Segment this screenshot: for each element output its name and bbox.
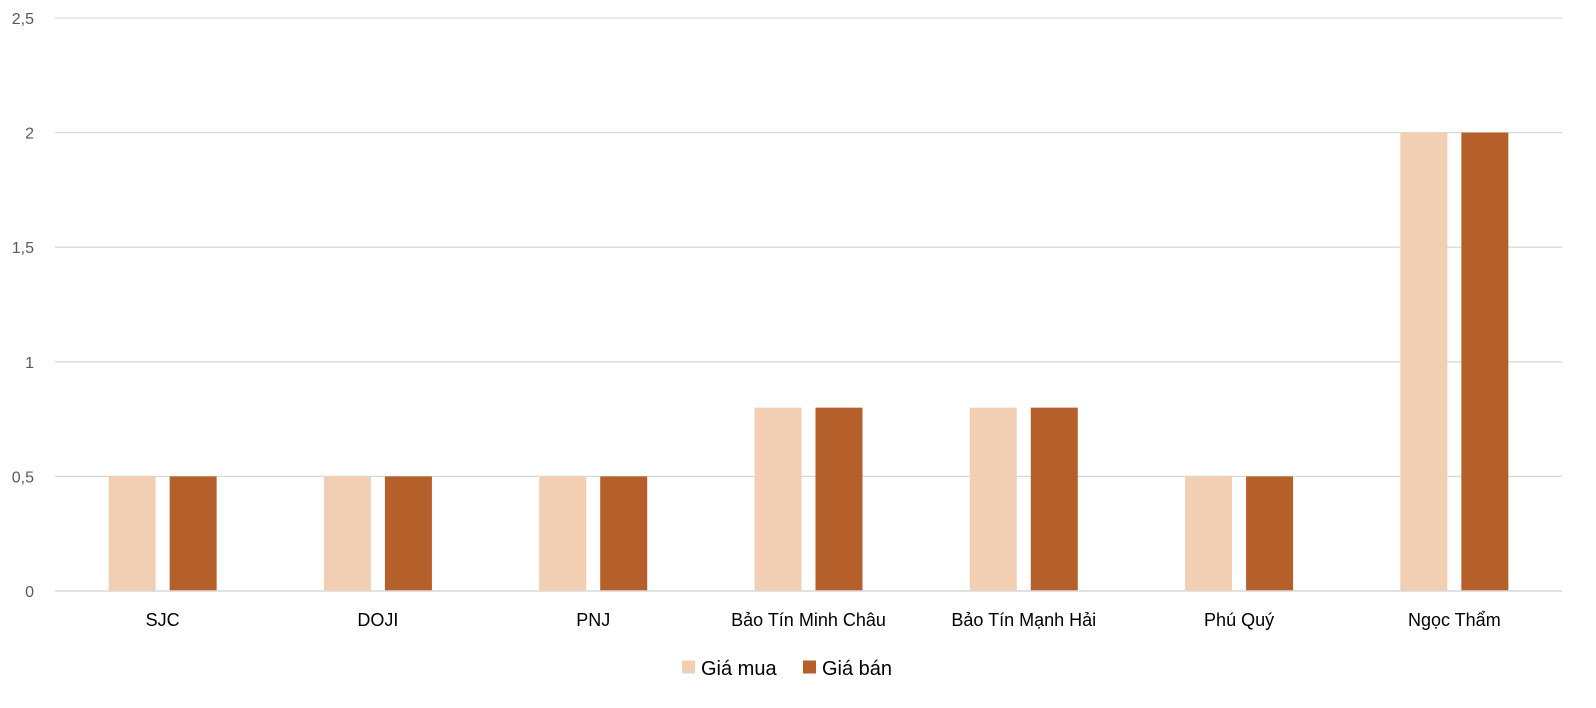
legend-swatch (803, 660, 816, 674)
bar-gia-mua (323, 476, 371, 591)
bar-gia-mua (754, 407, 802, 591)
x-category-label: DOJI (357, 610, 398, 630)
legend: Giá mua Giá bán (682, 658, 892, 680)
bar-gia-ban (384, 476, 432, 591)
y-tick-label: 1,5 (12, 240, 34, 257)
bar-gia-ban (600, 476, 648, 591)
bar-gia-ban (1030, 407, 1078, 591)
x-category-label: SJC (146, 610, 180, 630)
bar-gia-mua (969, 407, 1017, 591)
legend-swatch (682, 660, 695, 674)
bars (108, 132, 1509, 591)
bar-gia-mua (108, 476, 156, 591)
gridlines (55, 17, 1562, 478)
x-category-label: PNJ (576, 610, 610, 630)
x-category-label: Phú Quý (1204, 610, 1274, 630)
bar-gia-ban (1461, 132, 1509, 591)
y-tick-label: 0,5 (12, 469, 34, 486)
y-axis-ticks: 0 0,5 1 1,5 2 2,5 (12, 11, 34, 601)
y-tick-label: 2 (25, 126, 34, 143)
bar-gia-ban (169, 476, 217, 591)
bar-gia-mua (1400, 132, 1448, 591)
bar-gia-ban (815, 407, 863, 591)
bar-gia-ban (1246, 476, 1294, 591)
legend-label: Giá bán (822, 658, 892, 680)
bar-gia-mua (1185, 476, 1233, 591)
x-axis: SJC DOJI PNJ Bảo Tín Minh Châu Bảo Tín Mạnh … (55, 590, 1562, 630)
y-tick-label: 2,5 (12, 11, 34, 28)
x-category-label: Ngọc Thẩm (1408, 610, 1501, 630)
x-category-label: Bảo Tín Mạnh Hải (951, 610, 1096, 630)
y-tick-label: 0 (25, 584, 34, 601)
y-tick-label: 1 (25, 355, 34, 372)
legend-label: Giá mua (701, 658, 777, 680)
x-category-label: Bảo Tín Minh Châu (731, 610, 886, 630)
bar-gia-mua (539, 476, 587, 591)
